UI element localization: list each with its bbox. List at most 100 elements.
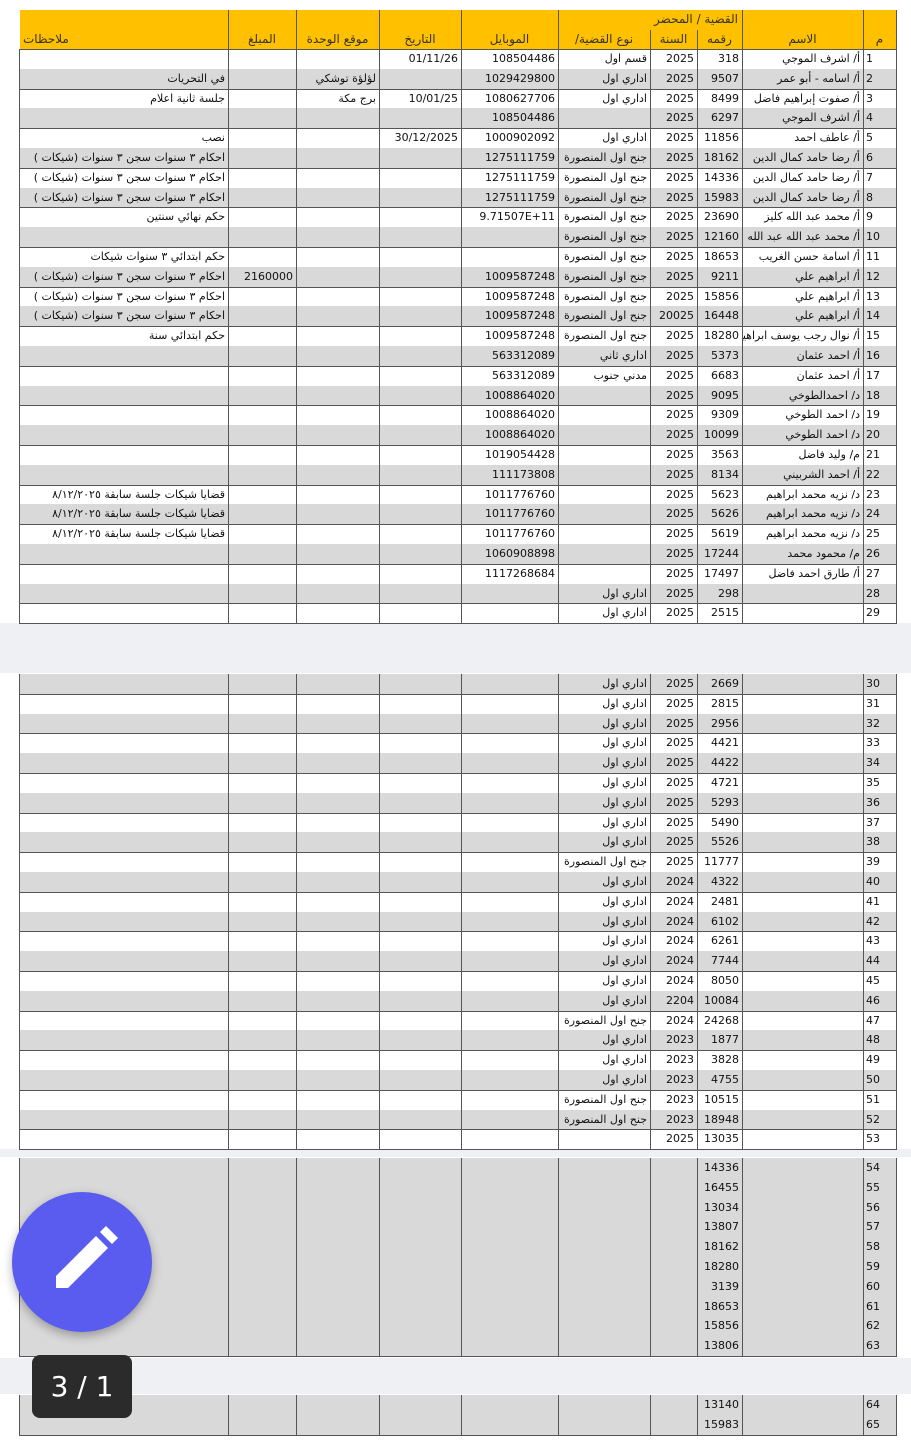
table-cell	[296, 1030, 380, 1052]
table-cell	[650, 1296, 698, 1318]
table-border	[19, 405, 20, 427]
table-cell	[228, 583, 297, 605]
table-cell	[379, 713, 462, 735]
table-cell: أ/ ابراهيم علي	[742, 306, 864, 328]
table-cell	[296, 326, 380, 347]
table-cell	[379, 753, 462, 774]
table-cell	[379, 385, 462, 407]
edit-button[interactable]	[12, 1192, 152, 1332]
table-cell: 14336	[697, 1158, 743, 1179]
table-cell: جنح اول المنصورة	[558, 266, 651, 288]
table-cell	[742, 951, 864, 972]
table-cell	[742, 1296, 864, 1318]
table-cell	[228, 148, 297, 169]
table-cell: 2023	[650, 1089, 698, 1111]
table-cell	[228, 167, 297, 189]
table-cell: 5373	[697, 346, 743, 367]
table-cell: احكام ٣ سنوات سجن ٣ سنوات (شيكات )	[20, 286, 229, 308]
table-cell: 4755	[697, 1070, 743, 1091]
table-cell: 2025	[650, 832, 698, 854]
table-cell	[742, 1050, 864, 1071]
table-cell: 27	[863, 563, 897, 585]
table-cell: 58	[863, 1237, 897, 1258]
column-header: رقمه	[697, 30, 743, 50]
table-cell: 40	[863, 872, 897, 893]
table-cell	[379, 167, 462, 189]
table-cell	[379, 405, 462, 427]
table-cell: 9211	[697, 266, 743, 288]
table-cell	[228, 1336, 297, 1357]
group-header: القضية / المحضر	[650, 10, 743, 31]
table-cell: 2669	[697, 674, 743, 695]
table-cell: 2481	[697, 891, 743, 913]
table-cell	[461, 227, 559, 248]
table-cell: اداري اول	[558, 1030, 651, 1052]
table-cell	[461, 1296, 559, 1318]
table-border	[19, 1109, 20, 1131]
table-cell	[742, 1177, 864, 1199]
table-cell: 8499	[697, 88, 743, 110]
table-cell: حكم نهائي سنتين	[20, 207, 229, 229]
table-cell: 64	[863, 1395, 897, 1416]
table-cell: 18280	[697, 326, 743, 347]
table-cell	[228, 1276, 297, 1298]
table-cell: 298	[697, 583, 743, 605]
table-cell	[650, 1217, 698, 1239]
table-border	[19, 812, 20, 834]
table-border	[19, 346, 20, 367]
table-cell	[228, 1030, 297, 1052]
table-cell	[296, 792, 380, 814]
table-cell	[228, 484, 297, 506]
table-cell	[20, 1336, 229, 1357]
table-border	[19, 326, 20, 347]
table-cell	[20, 812, 229, 834]
table-cell: 16	[863, 346, 897, 367]
table-cell	[296, 1395, 380, 1416]
table-cell: أ/ اشرف الموجي	[742, 108, 864, 130]
table-border	[19, 1070, 20, 1091]
table-cell: 10084	[697, 990, 743, 1012]
table-cell: 43	[863, 931, 897, 953]
table-cell: م/ وليد فاضل	[742, 445, 864, 466]
table-cell	[558, 464, 651, 486]
table-cell: 2025	[650, 524, 698, 545]
table-cell	[742, 1276, 864, 1298]
table-cell	[742, 1089, 864, 1111]
table-cell: 30	[863, 674, 897, 695]
table-cell: 5623	[697, 484, 743, 506]
table-cell	[461, 832, 559, 854]
table-cell: احكام ٣ سنوات سجن ٣ سنوات (شيكات )	[20, 187, 229, 209]
table-border	[19, 1296, 20, 1318]
table-cell	[228, 693, 297, 715]
table-cell	[379, 286, 462, 308]
table-cell	[379, 674, 462, 695]
table-cell	[461, 852, 559, 873]
table-cell	[228, 504, 297, 526]
table-cell: 1275111759	[461, 187, 559, 209]
table-cell	[461, 674, 559, 695]
table-cell	[296, 148, 380, 169]
table-cell	[20, 1158, 229, 1179]
table-cell: 37	[863, 812, 897, 834]
table-cell	[379, 1257, 462, 1278]
table-cell	[296, 1257, 380, 1278]
table-cell: 15856	[697, 1316, 743, 1338]
table-cell	[742, 1237, 864, 1258]
table-cell	[379, 872, 462, 893]
table-cell	[379, 832, 462, 854]
table-cell: اداري اول	[558, 1070, 651, 1091]
table-cell	[228, 1217, 297, 1239]
table-cell	[742, 773, 864, 794]
table-cell: احكام ٣ سنوات سجن ٣ سنوات (شيكات )	[20, 306, 229, 328]
table-cell	[379, 773, 462, 794]
table-cell: 2025	[650, 464, 698, 486]
table-cell: 47	[863, 1010, 897, 1032]
table-cell: أ/ صفوت إبراهيم فاضل	[742, 88, 864, 110]
table-cell: 1275111759	[461, 167, 559, 189]
table-cell: 26	[863, 544, 897, 565]
table-cell	[296, 1129, 380, 1151]
table-cell: 2024	[650, 931, 698, 953]
table-cell: اداري اول	[558, 911, 651, 933]
table-border	[19, 484, 20, 506]
